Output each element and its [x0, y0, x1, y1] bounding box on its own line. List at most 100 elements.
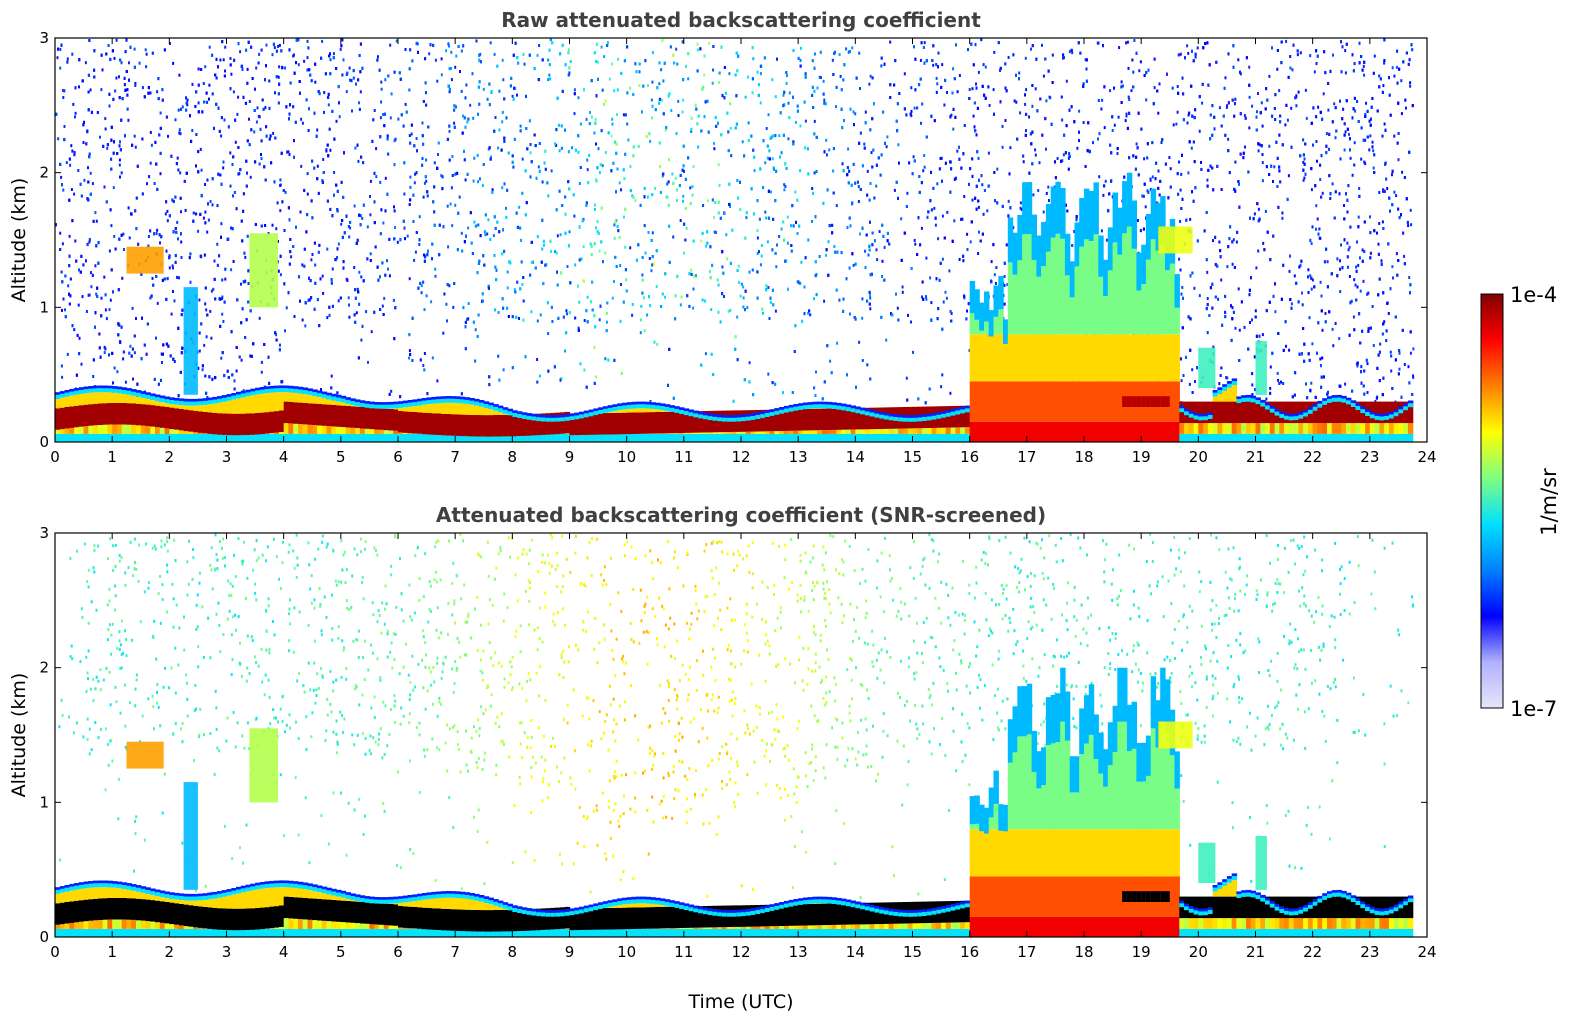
noise-pixel — [74, 115, 76, 119]
noise-pixel — [205, 308, 208, 312]
noise-pixel — [1100, 229, 1103, 233]
noise-pixel — [290, 255, 293, 259]
noise-pixel — [994, 281, 997, 285]
noise-pixel — [179, 171, 182, 175]
noise-pixel — [639, 331, 642, 335]
noise-pixel — [322, 158, 325, 161]
noise-pixel — [783, 183, 786, 187]
noise-pixel — [1269, 386, 1272, 390]
noise-pixel — [448, 129, 451, 133]
noise-pixel — [1398, 351, 1401, 355]
noise-pixel — [428, 52, 431, 56]
noise-pixel — [260, 157, 263, 160]
noise-pixel — [61, 308, 63, 312]
noise-pixel — [1257, 207, 1260, 211]
noise-pixel — [551, 320, 554, 323]
noise-pixel — [396, 240, 399, 244]
noise-pixel — [460, 89, 463, 93]
noise-pixel — [550, 169, 553, 173]
noise-pixel — [501, 58, 504, 62]
noise-pixel — [198, 298, 201, 302]
noise-pixel — [1097, 99, 1100, 102]
noise-pixel — [1288, 269, 1291, 273]
noise-pixel — [869, 307, 872, 311]
noise-pixel — [273, 46, 276, 50]
noise-pixel — [1019, 111, 1022, 115]
noise-pixel — [778, 134, 781, 138]
noise-pixel — [1048, 199, 1050, 202]
noise-pixel — [72, 102, 75, 106]
noise-pixel — [159, 172, 162, 176]
noise-pixel — [851, 46, 854, 50]
noise-pixel — [84, 61, 87, 65]
noise-pixel — [596, 60, 599, 64]
noise-pixel — [1143, 157, 1146, 161]
noise-pixel — [702, 204, 705, 207]
noise-pixel — [149, 161, 152, 165]
noise-pixel — [62, 89, 65, 92]
noise-pixel — [104, 347, 107, 351]
noise-pixel — [359, 90, 362, 94]
noise-pixel — [1191, 368, 1194, 372]
noise-pixel — [586, 295, 589, 299]
noise-pixel — [598, 171, 601, 175]
noise-pixel — [1218, 382, 1221, 386]
noise-pixel — [1304, 88, 1307, 92]
noise-pixel — [455, 54, 458, 58]
noise-pixel — [70, 188, 73, 191]
noise-pixel — [390, 92, 393, 96]
noise-pixel — [759, 72, 762, 76]
noise-pixel — [94, 264, 97, 268]
noise-pixel — [740, 282, 743, 286]
noise-pixel — [593, 346, 596, 349]
noise-pixel — [271, 223, 274, 227]
noise-pixel — [174, 118, 177, 122]
noise-pixel — [638, 84, 641, 88]
noise-pixel — [489, 41, 492, 45]
noise-pixel — [518, 205, 521, 209]
noise-pixel — [1280, 380, 1282, 384]
noise-pixel — [1408, 276, 1411, 279]
noise-pixel — [538, 44, 541, 47]
noise-pixel — [729, 126, 732, 130]
noise-pixel — [141, 86, 144, 90]
noise-pixel — [1047, 185, 1050, 189]
noise-pixel — [415, 137, 418, 140]
noise-pixel — [360, 338, 363, 342]
noise-pixel — [176, 156, 179, 160]
noise-pixel — [1175, 122, 1178, 126]
noise-pixel — [1254, 309, 1257, 313]
noise-pixel — [782, 391, 784, 395]
noise-pixel — [1168, 156, 1171, 159]
noise-pixel — [861, 359, 864, 362]
noise-pixel — [943, 103, 946, 107]
noise-pixel — [285, 306, 288, 310]
noise-pixel — [723, 295, 725, 298]
noise-pixel — [753, 169, 756, 173]
noise-pixel — [103, 275, 106, 279]
noise-pixel — [99, 135, 101, 139]
noise-pixel — [1369, 215, 1371, 219]
noise-pixel — [212, 287, 215, 291]
noise-pixel — [1393, 74, 1396, 78]
noise-pixel — [875, 248, 878, 252]
noise-pixel — [555, 251, 558, 255]
noise-pixel — [170, 312, 173, 316]
noise-pixel — [467, 226, 470, 230]
noise-pixel — [1105, 238, 1108, 242]
noise-pixel — [615, 113, 618, 116]
noise-pixel — [771, 78, 774, 82]
noise-pixel — [1381, 220, 1384, 224]
noise-pixel — [1226, 376, 1229, 380]
noise-pixel — [748, 361, 751, 365]
noise-pixel — [418, 243, 421, 246]
noise-pixel — [770, 135, 773, 139]
noise-pixel — [1371, 140, 1374, 144]
noise-pixel — [271, 53, 274, 57]
noise-pixel — [284, 329, 286, 333]
noise-pixel — [1111, 129, 1114, 132]
noise-pixel — [667, 94, 670, 98]
noise-pixel — [506, 286, 509, 290]
noise-pixel — [1179, 188, 1182, 192]
noise-pixel — [1262, 241, 1265, 245]
